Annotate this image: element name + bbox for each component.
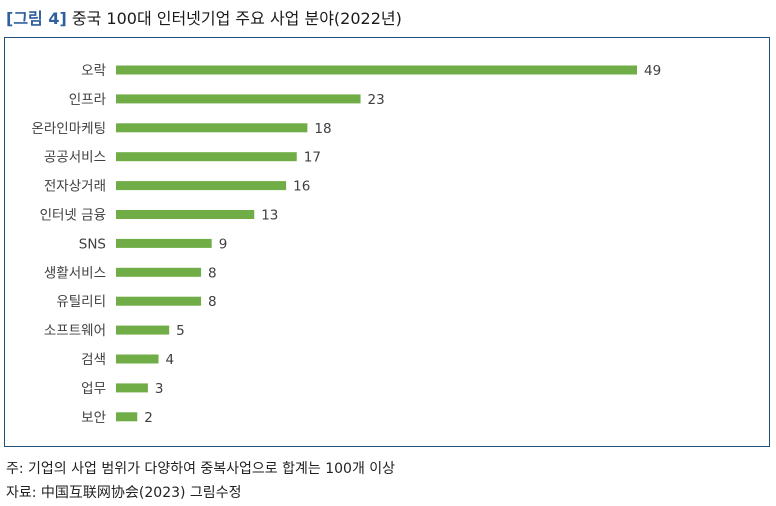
bar (116, 354, 159, 364)
bar (116, 65, 637, 75)
bar (116, 412, 138, 422)
category-label: 공공서비스 (44, 150, 106, 166)
category-label: 인터넷 금융 (40, 208, 106, 224)
bar (116, 94, 361, 104)
data-label: 4 (166, 352, 175, 368)
category-label: 온라인마케팅 (31, 121, 106, 137)
data-label: 16 (293, 179, 310, 195)
data-label: 13 (261, 208, 278, 224)
data-label: 9 (219, 236, 228, 252)
category-label: 보안 (81, 410, 106, 426)
category-label: 유틸리티 (56, 294, 106, 310)
data-label: 2 (144, 410, 153, 426)
chart-note: 주: 기업의 사업 범위가 다양하여 중복사업으로 합계는 100개 이상 (6, 461, 396, 477)
bar (116, 181, 287, 191)
data-label: 23 (368, 92, 385, 108)
data-label: 8 (208, 265, 217, 281)
bar (116, 123, 308, 133)
category-label: 검색 (81, 352, 106, 368)
bar (116, 210, 255, 219)
chart-frame: 오락 49 인프라 23 온라인마케팅 18 공공서비스 17 전자상거래 16 인터넷 금융 13 S… (4, 37, 770, 447)
data-label: 18 (314, 121, 331, 137)
bar (116, 152, 297, 162)
bar (116, 325, 170, 335)
data-label: 3 (155, 381, 164, 397)
category-label: 인프라 (69, 92, 107, 108)
bar (116, 296, 202, 306)
bar (116, 238, 212, 248)
bar (116, 267, 202, 277)
category-label: 오락 (81, 63, 106, 79)
category-label: 소프트웨어 (44, 323, 106, 339)
category-label: SNS (79, 236, 106, 252)
data-label: 17 (304, 150, 321, 166)
data-label: 5 (176, 323, 185, 339)
data-label: 49 (644, 63, 661, 79)
category-label: 전자상거래 (44, 179, 106, 195)
bar (116, 383, 148, 393)
chart-source: 자료: 中国互联网协会(2023) 그림수정 (6, 485, 242, 501)
category-label: 업무 (81, 381, 106, 397)
figure-title-text: 중국 100대 인터넷기업 주요 사업 분야(2022년) (71, 9, 402, 28)
category-label: 생활서비스 (44, 265, 106, 281)
figure-tag: [그림 4] (6, 9, 67, 28)
figure-title: [그림 4] 중국 100대 인터넷기업 주요 사업 분야(2022년) (6, 5, 402, 29)
data-label: 8 (208, 294, 217, 310)
